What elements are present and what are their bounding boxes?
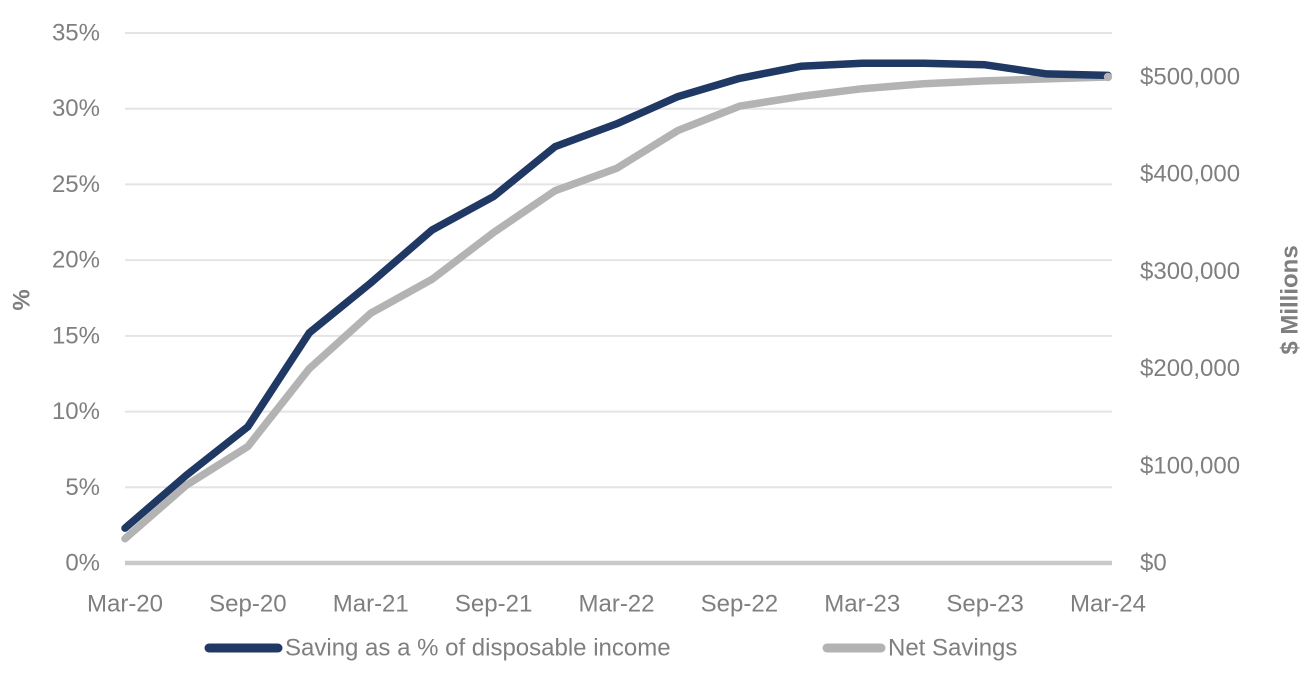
right-axis-tick-label: $500,000 bbox=[1140, 64, 1240, 91]
left-axis-tick-label: 0% bbox=[65, 550, 100, 577]
series-line-saving-pct bbox=[121, 59, 1112, 532]
right-axis-title: $ Millions bbox=[1277, 245, 1304, 354]
x-axis-tick-label: Mar-23 bbox=[824, 591, 900, 618]
x-axis-tick-label: Mar-22 bbox=[578, 591, 654, 618]
left-axis-tick-label: 25% bbox=[52, 171, 100, 198]
left-axis-tick-label: 30% bbox=[52, 95, 100, 122]
right-axis-tick-label: $300,000 bbox=[1140, 258, 1240, 285]
series-line-net-savings bbox=[121, 73, 1112, 543]
left-axis-tick-label: 35% bbox=[52, 20, 100, 47]
x-axis-tick-label: Mar-20 bbox=[87, 591, 163, 618]
x-axis-tick-label: Sep-21 bbox=[455, 591, 532, 618]
x-axis-tick-label: Mar-24 bbox=[1070, 591, 1146, 618]
x-axis-tick-label: Sep-20 bbox=[209, 591, 286, 618]
net-savings-end-dot bbox=[1103, 72, 1113, 82]
x-axis-tick-label: Sep-23 bbox=[946, 591, 1023, 618]
legend-label-saving-pct: Saving as a % of disposable income bbox=[285, 635, 671, 662]
legend-label-net-savings: Net Savings bbox=[888, 635, 1017, 662]
right-axis-tick-label: $400,000 bbox=[1140, 161, 1240, 188]
left-axis-tick-label: 5% bbox=[65, 474, 100, 501]
right-axis-tick-label: $0 bbox=[1140, 550, 1167, 577]
right-axis-tick-label: $100,000 bbox=[1140, 452, 1240, 479]
right-axis-tick-label: $200,000 bbox=[1140, 355, 1240, 382]
left-axis-tick-label: 15% bbox=[52, 322, 100, 349]
left-axis-title: % bbox=[9, 289, 36, 310]
x-axis-tick-label: Mar-21 bbox=[333, 591, 409, 618]
left-axis-tick-label: 20% bbox=[52, 247, 100, 274]
x-axis-tick-label: Sep-22 bbox=[701, 591, 778, 618]
left-axis-tick-label: 10% bbox=[52, 398, 100, 425]
